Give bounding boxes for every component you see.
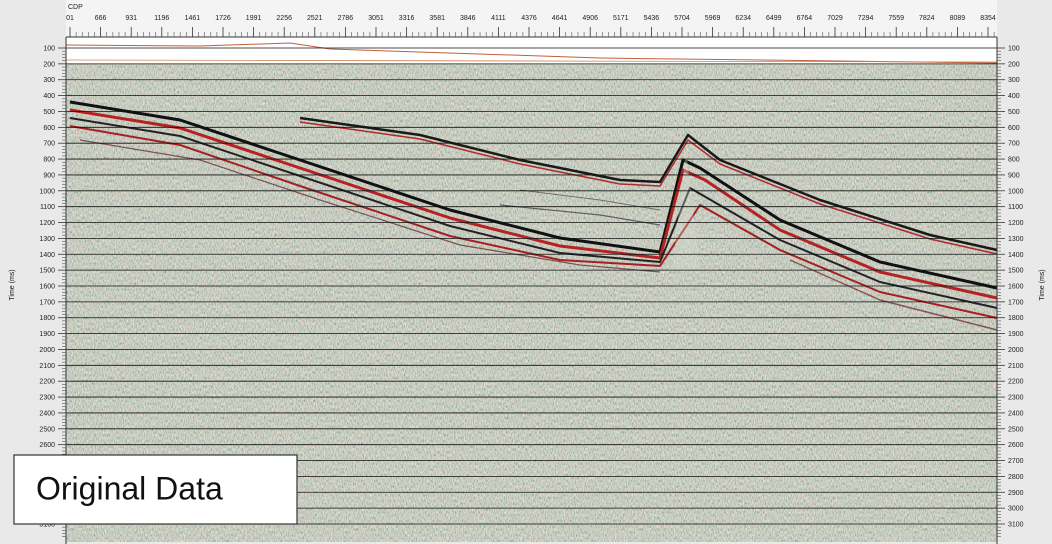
y-tick-label: 1400 — [39, 252, 55, 259]
y-tick-label: 2400 — [1008, 410, 1024, 417]
y-tick-label: 1200 — [1008, 220, 1024, 227]
y-tick-label: 2500 — [39, 426, 55, 433]
y-tick-label: 1900 — [1008, 331, 1024, 338]
y-tick-label: 200 — [43, 61, 55, 68]
right-axis-label: Time (ms) — [1039, 269, 1046, 300]
y-tick-label: 1300 — [39, 236, 55, 243]
x-tick-label: 666 — [95, 15, 107, 22]
x-tick-label: 931 — [125, 15, 137, 22]
y-tick-label: 2800 — [1008, 474, 1024, 481]
y-tick-label: 2100 — [39, 363, 55, 370]
overlay-label: Original Data — [36, 470, 223, 506]
x-tick-label: 2256 — [276, 15, 292, 22]
x-tick-label: 7029 — [827, 15, 843, 22]
y-tick-label: 1000 — [39, 188, 55, 195]
y-tick-label: 1700 — [39, 299, 55, 306]
y-tick-label: 400 — [1008, 93, 1020, 100]
x-tick-label: 5171 — [613, 15, 629, 22]
overlay-box: Original Data — [14, 455, 297, 524]
x-tick-label: 01 — [66, 15, 74, 22]
y-tick-label: 1800 — [1008, 315, 1024, 322]
y-tick-label: 2200 — [39, 379, 55, 386]
y-tick-label: 900 — [43, 172, 55, 179]
y-tick-label: 1100 — [40, 204, 55, 211]
x-tick-label: 3581 — [429, 15, 445, 22]
x-tick-label: 6234 — [735, 15, 751, 22]
y-tick-label: 2200 — [1008, 379, 1024, 386]
y-tick-label: 1800 — [39, 315, 55, 322]
x-tick-label: 4376 — [521, 15, 537, 22]
y-tick-label: 2600 — [39, 442, 55, 449]
y-tick-label: 2300 — [39, 395, 55, 402]
x-tick-label: 1461 — [185, 15, 201, 22]
y-tick-label: 2900 — [1008, 490, 1024, 497]
x-tick-label: 4641 — [552, 15, 568, 22]
top-axis-label: CDP — [68, 4, 83, 11]
y-tick-label: 2500 — [1008, 426, 1024, 433]
y-tick-label: 500 — [43, 109, 55, 116]
x-tick-label: 3846 — [460, 15, 476, 22]
y-tick-label: 100 — [1008, 46, 1020, 53]
x-tick-label: 7294 — [858, 15, 874, 22]
y-tick-label: 200 — [1008, 61, 1020, 68]
y-tick-label: 400 — [43, 93, 55, 100]
y-tick-label: 1700 — [1008, 299, 1024, 306]
x-tick-label: 6764 — [797, 15, 813, 22]
y-tick-label: 2400 — [39, 410, 55, 417]
y-tick-label: 800 — [1008, 157, 1020, 164]
y-tick-label: 1300 — [1008, 236, 1024, 243]
y-tick-label: 1000 — [1008, 188, 1024, 195]
y-tick-label: 1200 — [39, 220, 55, 227]
x-tick-label: 8089 — [950, 15, 966, 22]
y-tick-label: 1600 — [39, 284, 55, 291]
x-tick-label: 7824 — [919, 15, 935, 22]
left-axis-label: Time (ms) — [9, 269, 16, 300]
x-tick-label: 3316 — [399, 15, 415, 22]
y-tick-label: 1900 — [39, 331, 55, 338]
x-tick-label: 1991 — [246, 15, 262, 22]
y-tick-label: 900 — [1008, 172, 1020, 179]
x-tick-label: 4906 — [582, 15, 598, 22]
x-tick-label: 8354 — [980, 15, 996, 22]
y-tick-label: 2300 — [1008, 395, 1024, 402]
y-tick-label: 2600 — [1008, 442, 1024, 449]
y-tick-label: 500 — [1008, 109, 1020, 116]
x-tick-label: 2786 — [338, 15, 354, 22]
y-tick-label: 300 — [1008, 77, 1020, 84]
x-tick-label: 2521 — [307, 15, 323, 22]
y-tick-label: 700 — [1008, 141, 1020, 148]
y-tick-label: 700 — [43, 141, 55, 148]
y-tick-label: 2700 — [1008, 458, 1024, 465]
x-tick-label: 1726 — [215, 15, 231, 22]
x-tick-label: 7559 — [888, 15, 904, 22]
y-tick-label: 2100 — [1008, 363, 1024, 370]
y-tick-label: 1500 — [39, 268, 55, 275]
x-tick-label: 5969 — [705, 15, 721, 22]
x-tick-label: 5704 — [674, 15, 690, 22]
y-tick-label: 1100 — [1008, 204, 1023, 211]
y-tick-label: 2000 — [39, 347, 55, 354]
y-tick-label: 3100 — [1008, 522, 1024, 529]
x-tick-label: 6499 — [766, 15, 782, 22]
y-tick-label: 1500 — [1008, 268, 1024, 275]
x-tick-label: 5436 — [644, 15, 660, 22]
y-tick-label: 3000 — [1008, 506, 1024, 513]
y-tick-label: 300 — [43, 77, 55, 84]
y-tick-label: 800 — [43, 157, 55, 164]
y-tick-label: 600 — [43, 125, 55, 132]
y-tick-label: 100 — [43, 46, 55, 53]
y-tick-label: 600 — [1008, 125, 1020, 132]
y-tick-label: 1400 — [1008, 252, 1024, 259]
y-tick-label: 2000 — [1008, 347, 1024, 354]
seismic-screenshot: CDP Time (ms) Time (ms) 01 666 931 1196 1461… — [0, 0, 1052, 544]
y-tick-label: 1600 — [1008, 284, 1024, 291]
x-tick-label: 1196 — [154, 15, 169, 22]
x-tick-label: 4111 — [491, 15, 506, 22]
x-tick-label: 3051 — [368, 15, 384, 22]
